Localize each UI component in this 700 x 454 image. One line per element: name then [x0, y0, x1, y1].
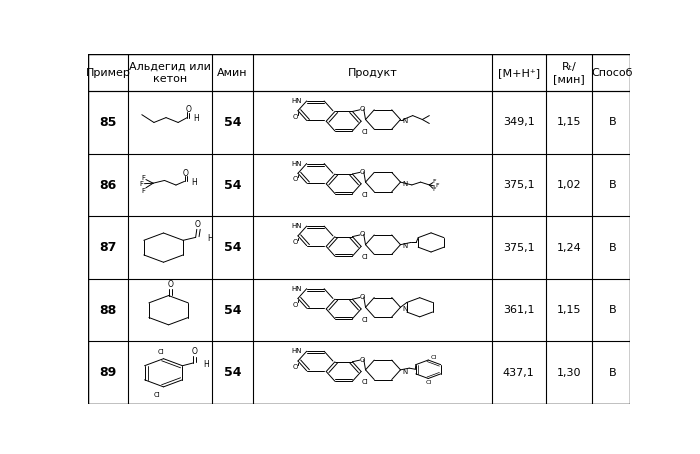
Text: N: N: [402, 369, 408, 375]
Text: 1,30: 1,30: [556, 368, 581, 378]
Text: H: H: [207, 234, 214, 243]
Text: 54: 54: [224, 178, 241, 192]
Text: H: H: [204, 360, 209, 369]
Text: Амин: Амин: [218, 68, 248, 78]
Text: B: B: [608, 368, 616, 378]
Text: 54: 54: [224, 304, 241, 317]
Text: O: O: [183, 169, 188, 178]
Text: Cl: Cl: [361, 380, 368, 385]
Text: Cl: Cl: [158, 349, 164, 355]
Text: O: O: [186, 105, 191, 114]
Text: Cl: Cl: [430, 355, 436, 360]
Text: F: F: [139, 181, 144, 187]
Text: F: F: [141, 188, 145, 193]
Text: Cl: Cl: [425, 380, 431, 385]
Text: 1,24: 1,24: [556, 242, 581, 252]
Text: 86: 86: [99, 178, 116, 192]
Text: 375,1: 375,1: [503, 180, 535, 190]
Text: HN: HN: [291, 223, 302, 229]
Text: 349,1: 349,1: [503, 118, 535, 128]
Text: Cl: Cl: [361, 192, 368, 197]
Text: O: O: [293, 239, 298, 245]
Text: O: O: [359, 106, 365, 112]
Text: F: F: [141, 175, 145, 181]
Text: N: N: [402, 118, 408, 124]
Text: N: N: [402, 243, 408, 249]
Text: N: N: [402, 181, 408, 187]
Text: 361,1: 361,1: [503, 305, 535, 315]
Text: 1,15: 1,15: [556, 118, 581, 128]
Text: 54: 54: [224, 241, 241, 254]
Text: HN: HN: [291, 348, 302, 354]
Text: O: O: [359, 232, 365, 237]
Text: F: F: [433, 179, 436, 184]
Text: Альдегид или
кетон: Альдегид или кетон: [130, 62, 211, 84]
Text: 1,02: 1,02: [556, 180, 581, 190]
Text: HN: HN: [291, 161, 302, 167]
Text: [M+H⁺]: [M+H⁺]: [498, 68, 540, 78]
Text: Способ: Способ: [592, 68, 633, 78]
Text: H: H: [193, 114, 199, 123]
Text: O: O: [293, 177, 298, 183]
Text: 87: 87: [99, 241, 116, 254]
Text: B: B: [608, 180, 616, 190]
Text: Продукт: Продукт: [347, 68, 397, 78]
Text: Пример: Пример: [85, 68, 130, 78]
Text: O: O: [195, 221, 201, 229]
Text: O: O: [359, 356, 365, 362]
Text: 375,1: 375,1: [503, 242, 535, 252]
Text: O: O: [192, 347, 198, 356]
Text: F: F: [435, 183, 439, 188]
Text: O: O: [293, 114, 298, 120]
Text: F: F: [433, 188, 436, 192]
Text: B: B: [608, 305, 616, 315]
Text: HN: HN: [291, 286, 302, 291]
Text: 1,15: 1,15: [556, 305, 581, 315]
Text: O: O: [359, 169, 365, 175]
Text: 89: 89: [99, 366, 116, 379]
Text: N: N: [402, 306, 408, 312]
Text: O: O: [359, 294, 365, 300]
Text: 88: 88: [99, 304, 116, 317]
Text: B: B: [608, 118, 616, 128]
Text: O: O: [167, 280, 173, 289]
Text: O: O: [293, 364, 298, 370]
Text: Cl: Cl: [361, 317, 368, 323]
Text: H: H: [192, 178, 197, 187]
Text: O: O: [293, 301, 298, 308]
Text: B: B: [608, 242, 616, 252]
Text: 437,1: 437,1: [503, 368, 535, 378]
Text: Cl: Cl: [153, 392, 160, 398]
Text: 54: 54: [224, 116, 241, 129]
Text: HN: HN: [291, 98, 302, 104]
Text: Cl: Cl: [361, 129, 368, 135]
Text: 54: 54: [224, 366, 241, 379]
Text: Cl: Cl: [361, 254, 368, 260]
Text: Rₜ/
[мин]: Rₜ/ [мин]: [553, 62, 584, 84]
Text: 85: 85: [99, 116, 116, 129]
